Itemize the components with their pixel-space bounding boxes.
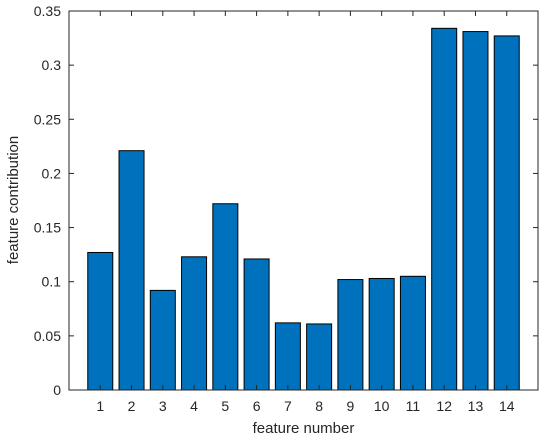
y-axis-label: feature contribution xyxy=(5,136,22,264)
y-tick-label: 0 xyxy=(53,382,61,398)
y-tick-label: 0.35 xyxy=(34,3,61,19)
x-tick-label: 6 xyxy=(253,398,261,414)
y-axis-ticks: 0 0.05 0.1 0.15 0.2 0.25 0.3 0.35 xyxy=(34,3,538,398)
bar-1 xyxy=(87,251,114,391)
bars-group xyxy=(87,27,520,391)
y-tick-label: 0.05 xyxy=(34,328,61,344)
axes-box xyxy=(68,10,539,391)
bar-3 xyxy=(149,289,176,391)
x-tick-label: 2 xyxy=(128,398,136,414)
x-tick-label: 9 xyxy=(347,398,355,414)
bar-6 xyxy=(243,258,270,391)
x-tick-label: 8 xyxy=(315,398,323,414)
x-tick-label: 7 xyxy=(284,398,292,414)
bar-2 xyxy=(118,150,145,391)
x-tick-label: 13 xyxy=(468,398,484,414)
x-tick-label: 10 xyxy=(374,398,390,414)
y-tick-label: 0.25 xyxy=(34,111,61,127)
bar-14 xyxy=(493,35,520,391)
x-tick-label: 5 xyxy=(221,398,229,414)
x-tick-label: 4 xyxy=(190,398,198,414)
x-tick-label: 14 xyxy=(499,398,515,414)
bar-8 xyxy=(306,323,333,391)
y-tick-label: 0.2 xyxy=(42,165,62,181)
bar-13 xyxy=(462,31,489,391)
y-tick-label: 0.3 xyxy=(42,57,62,73)
y-tick-label: 0.1 xyxy=(42,274,62,290)
y-tick-label: 0.15 xyxy=(34,220,61,236)
bar-4 xyxy=(181,256,208,391)
bar-11 xyxy=(399,275,426,391)
bar-10 xyxy=(368,277,395,391)
x-tick-label: 3 xyxy=(159,398,167,414)
bar-7 xyxy=(274,322,301,391)
x-tick-label: 1 xyxy=(96,398,104,414)
x-axis-ticks: 1 2 3 4 5 6 7 8 9 10 11 12 13 14 xyxy=(96,11,515,414)
bar-12 xyxy=(431,27,458,391)
x-tick-label: 12 xyxy=(436,398,452,414)
bar-9 xyxy=(337,279,364,391)
x-tick-label: 11 xyxy=(406,398,421,414)
x-axis-label: feature number xyxy=(253,420,355,437)
plot-area xyxy=(69,11,538,390)
bar-5 xyxy=(212,203,239,391)
